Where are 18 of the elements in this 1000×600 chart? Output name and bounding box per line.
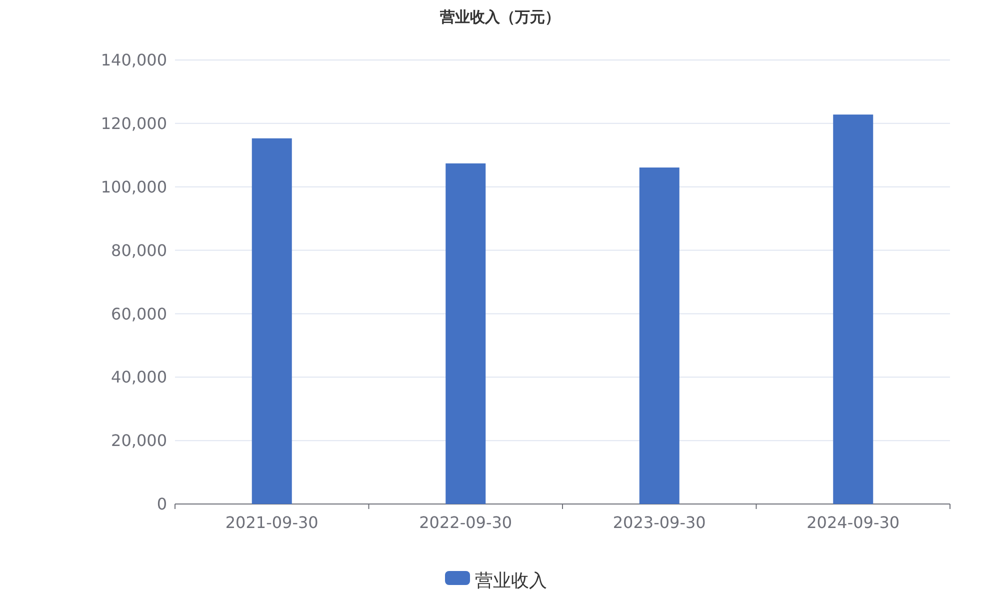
x-tick-label: 2023-09-30: [612, 513, 706, 532]
bar: [639, 168, 680, 504]
x-tick-label: 2021-09-30: [225, 513, 318, 532]
y-tick-label: 60,000: [111, 304, 167, 324]
y-tick-label: 100,000: [100, 177, 167, 196]
legend-label: 营业收入: [475, 570, 547, 592]
y-tick-label: 40,000: [111, 368, 167, 387]
y-tick-label: 140,000: [100, 50, 167, 70]
bar: [446, 163, 486, 504]
y-tick-label: 120,000: [100, 114, 167, 134]
chart-title: 营业收入（万元）: [439, 8, 560, 26]
bar: [252, 138, 292, 504]
y-tick-label: 80,000: [111, 240, 167, 260]
bar: [833, 114, 874, 504]
y-tick-label: 20,000: [111, 431, 167, 450]
x-tick-label: 2024-09-30: [806, 513, 900, 532]
y-tick-label: 0: [156, 494, 167, 514]
x-tick-label: 2022-09-30: [419, 513, 512, 532]
